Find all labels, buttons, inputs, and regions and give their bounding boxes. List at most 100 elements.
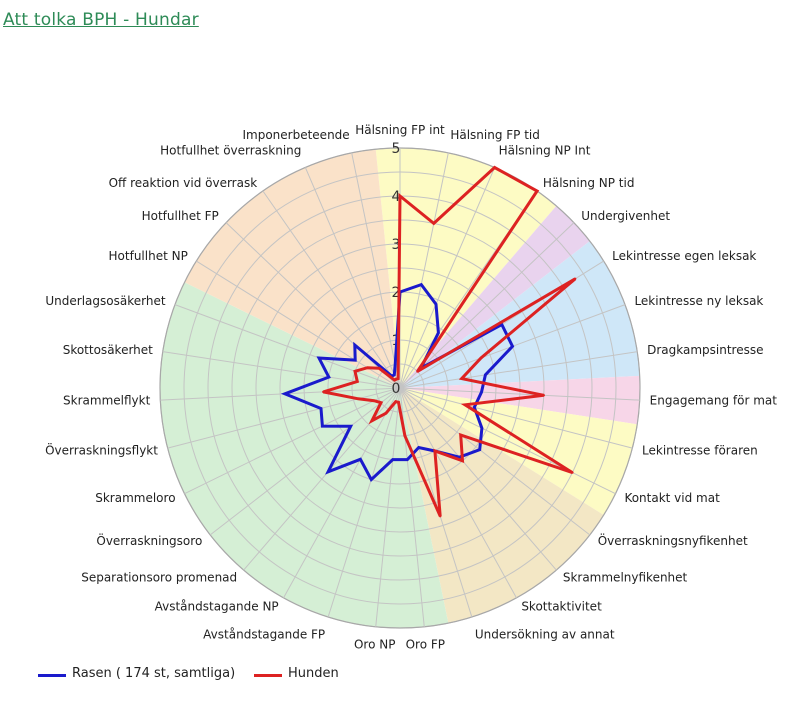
grid-spoke-7 bbox=[399, 351, 638, 389]
grid-spoke-8 bbox=[399, 387, 640, 401]
series-1-point-26 bbox=[366, 366, 369, 369]
series-1-point-16 bbox=[397, 401, 400, 404]
series-0-point-7 bbox=[484, 373, 487, 377]
series-0-point-30 bbox=[394, 363, 397, 366]
sector-3 bbox=[400, 375, 641, 425]
series-0-point-25 bbox=[317, 356, 321, 360]
sector-2 bbox=[400, 241, 640, 388]
legend-label-hunden: Hunden bbox=[288, 666, 339, 681]
series-0-point-29 bbox=[393, 373, 396, 376]
series-0-point-6 bbox=[511, 345, 514, 348]
series-1-point-17 bbox=[394, 400, 397, 403]
grid-spoke-29 bbox=[304, 167, 401, 389]
series-0-point-3 bbox=[437, 331, 440, 334]
category-label-26: Hotfullhet NP bbox=[109, 249, 188, 263]
grid-spoke-16 bbox=[375, 387, 401, 627]
series-1-point-2 bbox=[493, 166, 496, 169]
grid-spoke-20 bbox=[209, 387, 401, 536]
series-1-point-22 bbox=[357, 397, 360, 400]
category-label-18: Avståndstagande NP bbox=[155, 600, 279, 614]
category-label-24: Skottosäkerhet bbox=[63, 343, 153, 357]
grid-spoke-9 bbox=[399, 387, 633, 449]
grid-spoke-10 bbox=[399, 387, 616, 495]
category-label-10: Kontakt vid mat bbox=[624, 491, 720, 505]
legend-swatch-hunden bbox=[254, 674, 282, 677]
series-0-point-15 bbox=[406, 458, 409, 461]
page-title[interactable]: Att tolka BPH - Hundar bbox=[3, 10, 199, 30]
category-label-28: Off reaktion vid överrask bbox=[109, 176, 258, 190]
series-1-point-1 bbox=[432, 222, 435, 225]
series-1-point-25 bbox=[353, 370, 357, 373]
category-label-16: Oro NP bbox=[354, 638, 395, 652]
category-label-14: Undersökning av annat bbox=[475, 628, 615, 642]
series-0-point-8 bbox=[480, 390, 483, 394]
series-0-point-1 bbox=[420, 283, 423, 286]
category-label-7: Dragkampsintresse bbox=[647, 343, 763, 357]
category-label-6: Lekintresse ny leksak bbox=[634, 294, 763, 308]
series-1-point-19 bbox=[370, 419, 374, 422]
category-label-0: Hälsning FP int bbox=[355, 123, 445, 137]
series-0-point-22 bbox=[319, 407, 323, 410]
grid-spoke-28 bbox=[262, 190, 401, 389]
category-label-27: Hotfullhet FP bbox=[142, 209, 219, 223]
category-label-22: Överraskningsflykt bbox=[45, 442, 158, 458]
series-1-point-9 bbox=[463, 403, 467, 406]
series-line-1 bbox=[322, 165, 577, 517]
category-label-11: Överraskningsnyfikenhet bbox=[598, 532, 748, 548]
series-1-point-29 bbox=[395, 378, 398, 381]
category-label-17: Avståndstagande FP bbox=[203, 628, 325, 642]
sector-4 bbox=[400, 388, 638, 515]
category-label-5: Lekintresse egen leksak bbox=[612, 249, 756, 263]
sector-6 bbox=[160, 282, 449, 628]
radial-tick-label-4: 4 bbox=[392, 189, 401, 205]
radial-tick-label-3: 3 bbox=[392, 237, 401, 253]
grid-spoke-11 bbox=[399, 387, 591, 536]
series-line-0 bbox=[280, 282, 515, 483]
series-1-point-0 bbox=[398, 194, 402, 198]
series-0-point-16 bbox=[391, 458, 394, 461]
category-label-3: Hälsning NP tid bbox=[543, 176, 635, 190]
series-1-point-7 bbox=[460, 377, 463, 380]
grid-spoke-18 bbox=[283, 387, 401, 599]
series-0-point-12 bbox=[458, 456, 461, 459]
category-label-9: Lekintresse föraren bbox=[642, 444, 758, 458]
grid-spoke-4 bbox=[399, 222, 575, 389]
category-label-13: Skottaktivitet bbox=[521, 600, 602, 614]
series-0-point-11 bbox=[478, 448, 481, 451]
grid-spoke-23 bbox=[160, 387, 401, 401]
series-0-point-14 bbox=[417, 446, 420, 449]
category-label-1: Hälsning FP tid bbox=[450, 128, 540, 142]
sector-7 bbox=[184, 149, 400, 388]
category-label-21: Skrammeloro bbox=[95, 491, 175, 505]
category-label-29: Hotfullhet överraskning bbox=[160, 143, 301, 157]
legend-swatch-rasen bbox=[38, 674, 66, 677]
series-0-point-9 bbox=[473, 406, 476, 409]
grid-spoke-25 bbox=[174, 304, 401, 389]
series-1-point-21 bbox=[372, 399, 376, 402]
category-label-15: Oro FP bbox=[406, 638, 445, 652]
sector-0 bbox=[375, 148, 557, 388]
category-label-25: Underlagsosäkerhet bbox=[45, 294, 165, 308]
series-0-point-19 bbox=[326, 470, 330, 473]
category-label-19: Separationsoro promenad bbox=[81, 571, 237, 585]
radial-tick-label-2: 2 bbox=[392, 285, 401, 301]
category-label-4: Undergivenhet bbox=[581, 209, 670, 223]
category-label-20: Överraskningsoro bbox=[96, 532, 202, 548]
series-1-point-4 bbox=[416, 370, 419, 373]
series-1-point-24 bbox=[356, 380, 359, 383]
grid-spoke-1 bbox=[399, 152, 449, 389]
series-1-point-3 bbox=[535, 189, 539, 193]
grid-spoke-12 bbox=[399, 387, 557, 571]
series-0-point-20 bbox=[349, 425, 352, 428]
category-label-12: Skrammelnyfikenhet bbox=[563, 571, 688, 585]
series-1-point-18 bbox=[384, 412, 388, 415]
series-0-point-26 bbox=[354, 358, 357, 362]
radial-tick-label-0: 0 bbox=[392, 381, 401, 397]
series-0-point-24 bbox=[327, 375, 330, 379]
series-1-point-15 bbox=[403, 434, 407, 437]
series-1-point-6 bbox=[479, 356, 483, 360]
series-1-point-12 bbox=[461, 459, 464, 462]
category-label-8: Engagemang för mat bbox=[650, 394, 778, 408]
grid-spoke-2 bbox=[399, 167, 496, 389]
